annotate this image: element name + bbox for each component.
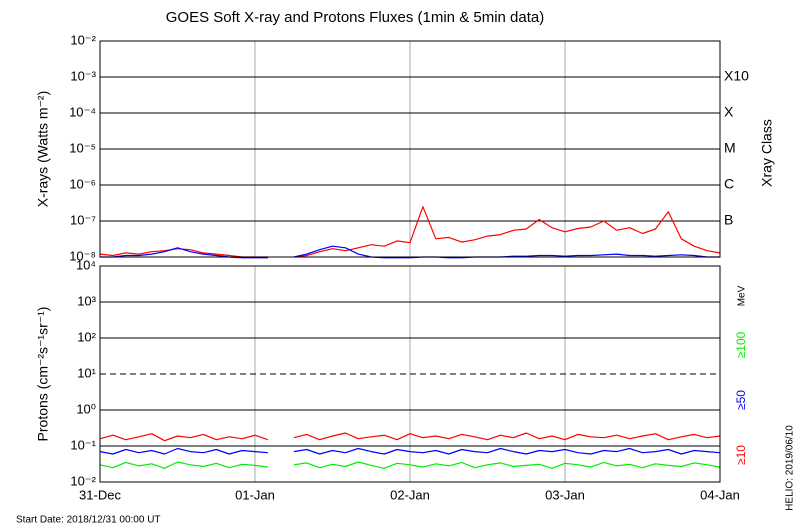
legend-entry: ≥10 (734, 445, 748, 465)
y-tick-label: 10⁻³ (70, 68, 96, 83)
y-tick-label: 10⁴ (76, 257, 96, 272)
y-tick-label: 10² (77, 329, 96, 344)
x-tick-label: 02-Jan (390, 487, 430, 502)
plot-frame (99, 40, 721, 258)
legend-entry: ≥100 (734, 331, 748, 358)
plot-frame (99, 265, 721, 483)
y-tick-label: 10⁻⁸ (69, 248, 96, 263)
class-label: M (724, 140, 736, 156)
y-tick-label: 10⁻² (70, 473, 96, 488)
start-date: Start Date: 2018/12/31 00:00 UT (16, 515, 161, 526)
y-tick-label: 10⁻⁷ (70, 212, 96, 227)
x-tick-label: 04-Jan (700, 487, 740, 502)
y-tick-label: 10⁰ (76, 401, 96, 416)
y-tick-label: 10⁻² (70, 32, 96, 47)
helio-date: HELIO: 2019/06/10 (785, 425, 796, 511)
legend-entry: ≥50 (734, 390, 748, 410)
class-axis-label: Xray Class (759, 119, 775, 187)
y-axis-label: X-rays (Watts m⁻²) (35, 91, 51, 208)
series-line (99, 461, 721, 469)
y-tick-label: 10⁻¹ (70, 437, 96, 452)
class-label: B (724, 212, 733, 228)
class-label: X10 (724, 68, 749, 84)
legend-unit: MeV (737, 285, 748, 306)
chart-title: GOES Soft X-ray and Protons Fluxes (1min… (166, 9, 545, 26)
x-tick-label: 03-Jan (545, 487, 585, 502)
class-label: X (724, 104, 734, 120)
y-tick-label: 10⁻⁶ (69, 176, 96, 191)
y-tick-label: 10⁻⁵ (69, 140, 96, 155)
x-tick-label: 01-Jan (235, 487, 275, 502)
series-line (99, 447, 721, 455)
x-tick-label: 31-Dec (79, 487, 121, 502)
y-tick-label: 10³ (77, 293, 96, 308)
y-tick-label: 10¹ (77, 365, 96, 380)
y-axis-label: Protons (cm⁻²s⁻¹sr⁻¹) (35, 307, 51, 442)
series-line (99, 432, 721, 442)
y-tick-label: 10⁻⁴ (69, 104, 96, 119)
class-label: C (724, 176, 734, 192)
